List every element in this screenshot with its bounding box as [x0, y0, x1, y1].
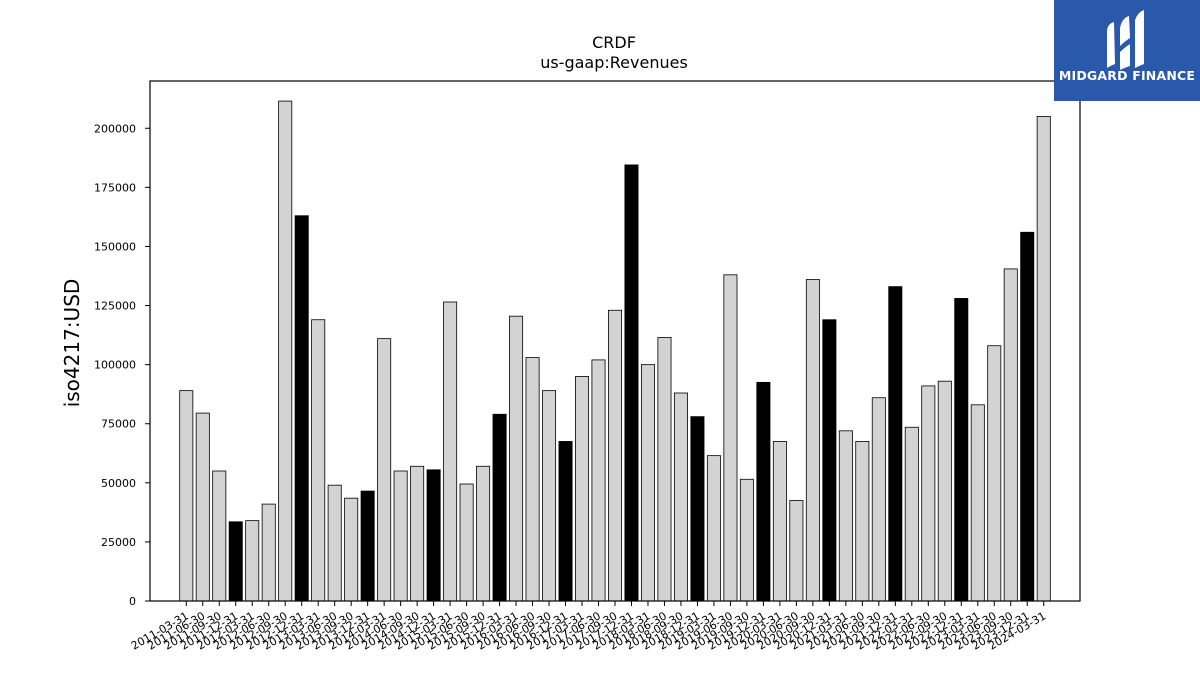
bar-2014-06-30	[393, 470, 408, 602]
bar-2018-06-30	[657, 337, 672, 602]
bar-2016-03-31	[509, 315, 524, 602]
bar-2019-12-31	[756, 381, 771, 602]
bar-2016-06-30	[525, 357, 540, 602]
bar-2013-03-31	[311, 319, 326, 602]
bar-2021-03-31	[838, 430, 853, 602]
bar-2017-06-30	[591, 359, 606, 602]
y-tick-label: 50000	[101, 477, 136, 490]
bar-2015-03-31	[443, 301, 458, 602]
bar-2013-06-30	[327, 484, 342, 602]
y-tick-label: 100000	[94, 359, 136, 372]
bar-2019-06-30	[723, 274, 738, 602]
bar-2023-12-31	[1020, 231, 1035, 602]
y-axis-label: iso4217:USD	[60, 279, 84, 408]
plot-frame	[149, 80, 1081, 602]
y-tick-label: 0	[129, 595, 136, 608]
bar-2014-03-31	[377, 338, 392, 602]
bar-2015-12-31	[492, 413, 507, 602]
y-tick-label: 175000	[94, 181, 136, 194]
bar-2015-06-30	[459, 483, 474, 602]
bar-2018-12-31	[690, 416, 705, 602]
bar-2018-03-31	[640, 364, 655, 602]
y-tick-label: 200000	[94, 122, 136, 135]
y-tick-label: 150000	[94, 240, 136, 253]
bar-2015-09-30	[476, 465, 491, 602]
bar-2020-09-30	[805, 279, 820, 602]
bar-2013-09-30	[344, 497, 359, 602]
bar-2018-09-30	[673, 392, 688, 602]
bar-2024-03-31	[1036, 116, 1051, 602]
bar-2014-12-31	[426, 469, 441, 602]
y-tick-label: 125000	[94, 300, 136, 313]
chart-title: CRDF	[592, 33, 636, 52]
bar-2022-06-30	[921, 385, 936, 602]
bars-group	[179, 100, 1051, 602]
bar-2023-03-31	[970, 404, 985, 602]
bar-2022-03-31	[904, 426, 919, 602]
bar-2022-12-31	[954, 298, 969, 602]
bar-2012-06-30	[261, 503, 276, 602]
chart-subtitle: us-gaap:Revenues	[540, 53, 688, 72]
bar-2023-09-30	[1003, 268, 1018, 602]
bar-2014-09-30	[410, 465, 425, 602]
bar-2012-12-31	[294, 215, 309, 602]
bar-2012-03-31	[245, 520, 260, 602]
midgard-finance-logo: MIDGARD FINANCE	[1054, 0, 1200, 101]
y-tick-label: 25000	[101, 536, 136, 549]
y-axis: 0 25000 50000 75000 100000 125000 150000 175000…	[94, 122, 150, 608]
bar-2013-12-31	[360, 490, 375, 602]
bar-2011-12-31	[228, 521, 243, 602]
bar-2017-03-31	[575, 376, 590, 602]
bar-2020-03-31	[772, 441, 787, 602]
bar-2021-09-30	[871, 397, 886, 602]
bar-2017-12-31	[624, 164, 639, 602]
bar-2021-12-31	[888, 286, 903, 602]
bar-2016-12-31	[558, 441, 573, 602]
bar-2012-09-30	[278, 100, 293, 602]
logo-text: MIDGARD FINANCE	[1058, 68, 1196, 83]
y-tick-label: 75000	[101, 418, 136, 431]
bar-2017-09-30	[608, 309, 622, 602]
bar-2020-06-30	[789, 500, 804, 602]
bar-2011-06-30	[195, 412, 210, 602]
bar-2019-09-30	[739, 478, 754, 602]
bar-2011-09-30	[212, 470, 227, 602]
bar-2016-09-30	[542, 390, 557, 602]
x-axis: 2011-03-312011-06-302011-09-302011-12-31…	[129, 601, 1048, 653]
bar-2022-09-30	[937, 380, 952, 602]
midgard-logo-icon	[1107, 10, 1144, 70]
bar-2021-06-30	[855, 441, 870, 602]
bar-2020-12-31	[822, 319, 837, 602]
bar-2019-03-31	[706, 455, 721, 602]
bar-2023-06-30	[987, 345, 1002, 602]
bar-2011-03-31	[179, 390, 194, 602]
